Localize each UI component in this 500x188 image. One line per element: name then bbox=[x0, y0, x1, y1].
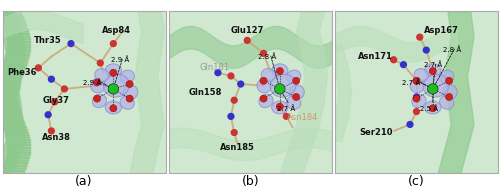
Text: (b): (b) bbox=[242, 175, 260, 188]
Text: Asp84: Asp84 bbox=[102, 26, 131, 35]
Text: 2.7 Å: 2.7 Å bbox=[277, 105, 295, 112]
Circle shape bbox=[244, 37, 250, 43]
Circle shape bbox=[238, 81, 244, 87]
Text: Asn38: Asn38 bbox=[42, 133, 70, 142]
Circle shape bbox=[110, 105, 117, 112]
Circle shape bbox=[414, 78, 420, 84]
Circle shape bbox=[215, 70, 221, 76]
Circle shape bbox=[428, 84, 438, 94]
Text: Thr35: Thr35 bbox=[34, 36, 62, 45]
Circle shape bbox=[94, 95, 100, 102]
Circle shape bbox=[232, 97, 237, 103]
Text: Asn171: Asn171 bbox=[358, 52, 393, 61]
Circle shape bbox=[48, 76, 54, 82]
Text: 2.5 Å: 2.5 Å bbox=[420, 105, 438, 112]
Text: Glu127: Glu127 bbox=[230, 26, 264, 35]
Ellipse shape bbox=[90, 78, 105, 93]
Text: 2.8 Å: 2.8 Å bbox=[258, 53, 276, 60]
Text: Asn185: Asn185 bbox=[220, 143, 255, 152]
Circle shape bbox=[414, 94, 420, 100]
Circle shape bbox=[36, 65, 42, 71]
Circle shape bbox=[260, 77, 267, 84]
Ellipse shape bbox=[423, 74, 449, 97]
Circle shape bbox=[414, 109, 420, 114]
Circle shape bbox=[98, 60, 103, 66]
Ellipse shape bbox=[286, 70, 301, 83]
Text: Phe36: Phe36 bbox=[8, 68, 37, 77]
Circle shape bbox=[400, 62, 406, 67]
Text: (c): (c) bbox=[408, 175, 425, 188]
Text: 2.9 Å: 2.9 Å bbox=[110, 56, 129, 63]
Ellipse shape bbox=[94, 69, 109, 82]
Circle shape bbox=[48, 128, 54, 134]
Text: 2.7 Å: 2.7 Å bbox=[424, 61, 442, 68]
Circle shape bbox=[108, 84, 118, 94]
Ellipse shape bbox=[257, 78, 272, 93]
Ellipse shape bbox=[272, 101, 288, 114]
Circle shape bbox=[407, 122, 413, 127]
Ellipse shape bbox=[105, 101, 122, 114]
Text: 2.7 Å: 2.7 Å bbox=[402, 79, 420, 86]
Circle shape bbox=[94, 79, 100, 86]
Circle shape bbox=[429, 67, 436, 75]
Circle shape bbox=[110, 41, 116, 46]
Circle shape bbox=[232, 130, 237, 135]
Ellipse shape bbox=[440, 70, 454, 83]
Ellipse shape bbox=[290, 85, 304, 99]
Text: Asn184: Asn184 bbox=[287, 114, 318, 123]
Ellipse shape bbox=[270, 74, 296, 97]
Circle shape bbox=[45, 112, 51, 118]
Ellipse shape bbox=[272, 64, 288, 77]
Text: 2.9 Å: 2.9 Å bbox=[83, 79, 102, 86]
Circle shape bbox=[446, 77, 452, 84]
Circle shape bbox=[126, 95, 133, 102]
Ellipse shape bbox=[104, 74, 130, 97]
Circle shape bbox=[228, 114, 234, 119]
Text: Asp167: Asp167 bbox=[424, 26, 458, 35]
Circle shape bbox=[276, 103, 283, 110]
Circle shape bbox=[260, 50, 266, 56]
Circle shape bbox=[413, 77, 420, 84]
Text: Gln158: Gln158 bbox=[188, 88, 222, 97]
Ellipse shape bbox=[105, 64, 122, 77]
Text: Gly37: Gly37 bbox=[43, 96, 70, 105]
Circle shape bbox=[413, 95, 420, 102]
Ellipse shape bbox=[410, 78, 424, 93]
Ellipse shape bbox=[123, 85, 138, 99]
Circle shape bbox=[390, 57, 396, 63]
Circle shape bbox=[110, 69, 117, 76]
Circle shape bbox=[292, 93, 300, 101]
Circle shape bbox=[274, 84, 285, 94]
Ellipse shape bbox=[92, 94, 106, 108]
Text: 2.8 Å: 2.8 Å bbox=[443, 47, 462, 53]
Text: Gln181: Gln181 bbox=[200, 63, 230, 72]
Ellipse shape bbox=[120, 96, 134, 109]
Circle shape bbox=[429, 105, 436, 112]
Circle shape bbox=[228, 73, 234, 79]
Circle shape bbox=[126, 80, 133, 88]
Ellipse shape bbox=[424, 64, 441, 77]
Ellipse shape bbox=[440, 96, 454, 109]
Circle shape bbox=[52, 99, 58, 105]
Ellipse shape bbox=[412, 94, 426, 108]
Ellipse shape bbox=[424, 101, 441, 114]
Circle shape bbox=[446, 93, 452, 101]
Circle shape bbox=[292, 77, 300, 84]
Ellipse shape bbox=[442, 85, 457, 99]
Circle shape bbox=[284, 114, 290, 119]
Ellipse shape bbox=[120, 70, 134, 83]
Circle shape bbox=[68, 41, 74, 46]
Ellipse shape bbox=[286, 96, 301, 109]
Circle shape bbox=[417, 34, 422, 40]
Circle shape bbox=[62, 86, 68, 92]
Ellipse shape bbox=[259, 94, 273, 108]
Text: (a): (a) bbox=[75, 175, 93, 188]
Text: Ser210: Ser210 bbox=[359, 128, 392, 137]
Circle shape bbox=[424, 47, 429, 53]
Circle shape bbox=[260, 95, 267, 102]
Ellipse shape bbox=[261, 69, 276, 82]
Ellipse shape bbox=[414, 69, 428, 82]
Circle shape bbox=[276, 67, 283, 75]
